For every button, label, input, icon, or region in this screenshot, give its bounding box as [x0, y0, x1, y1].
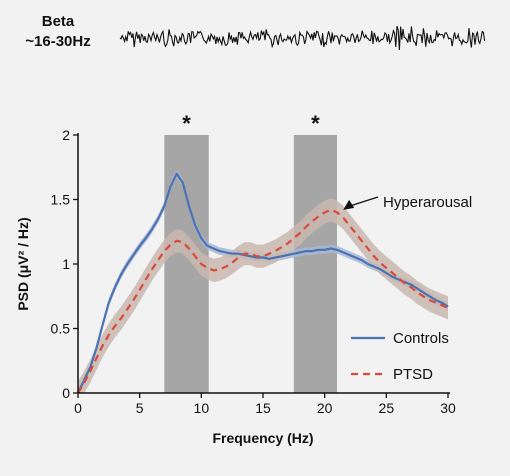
significance-star-1: *	[182, 111, 191, 136]
y-tick-label: 0.5	[51, 321, 71, 337]
significance-bands: * *	[164, 111, 337, 393]
x-tick-label: 20	[317, 400, 333, 416]
x-tick-label: 0	[74, 400, 82, 416]
beta-band-label: Beta ~16-30Hz	[12, 12, 104, 52]
y-tick-label: 1.5	[51, 192, 71, 208]
eeg-waveform	[119, 26, 486, 51]
legend-label-controls: Controls	[393, 330, 449, 347]
axis-ticks: 0 5 10 15 20 25 30 0 0.5 1 1.5 2	[51, 127, 456, 416]
series-line-ptsd	[77, 208, 449, 394]
x-tick-label: 10	[194, 400, 210, 416]
x-axis-title: Frequency (Hz)	[212, 430, 313, 446]
y-tick-label: 2	[62, 127, 70, 143]
annotation-label: Hyperarousal	[383, 194, 472, 211]
x-tick-label: 25	[379, 400, 395, 416]
x-tick-label: 5	[136, 400, 144, 416]
significance-band-2	[293, 135, 337, 393]
legend: Controls PTSD	[351, 330, 449, 383]
beta-eeg-trace	[119, 26, 486, 51]
x-tick-label: 15	[255, 400, 271, 416]
beta-band-name: Beta	[41, 13, 75, 30]
series-line-controls	[77, 172, 449, 394]
y-tick-label: 1	[62, 256, 70, 272]
x-tick-label: 30	[440, 400, 456, 416]
series-lines	[77, 172, 449, 394]
hyperarousal-annotation: Hyperarousal	[343, 194, 472, 211]
error-bands	[78, 169, 448, 393]
annotation-arrowhead	[343, 199, 355, 210]
error-band-ptsd	[78, 198, 448, 393]
y-tick-label: 0	[62, 385, 70, 401]
legend-label-ptsd: PTSD	[393, 366, 433, 383]
beta-band-range: ~16-30Hz	[25, 33, 91, 50]
significance-star-2: *	[311, 111, 320, 136]
y-axis-title: PSD (μV² / Hz)	[15, 217, 31, 310]
